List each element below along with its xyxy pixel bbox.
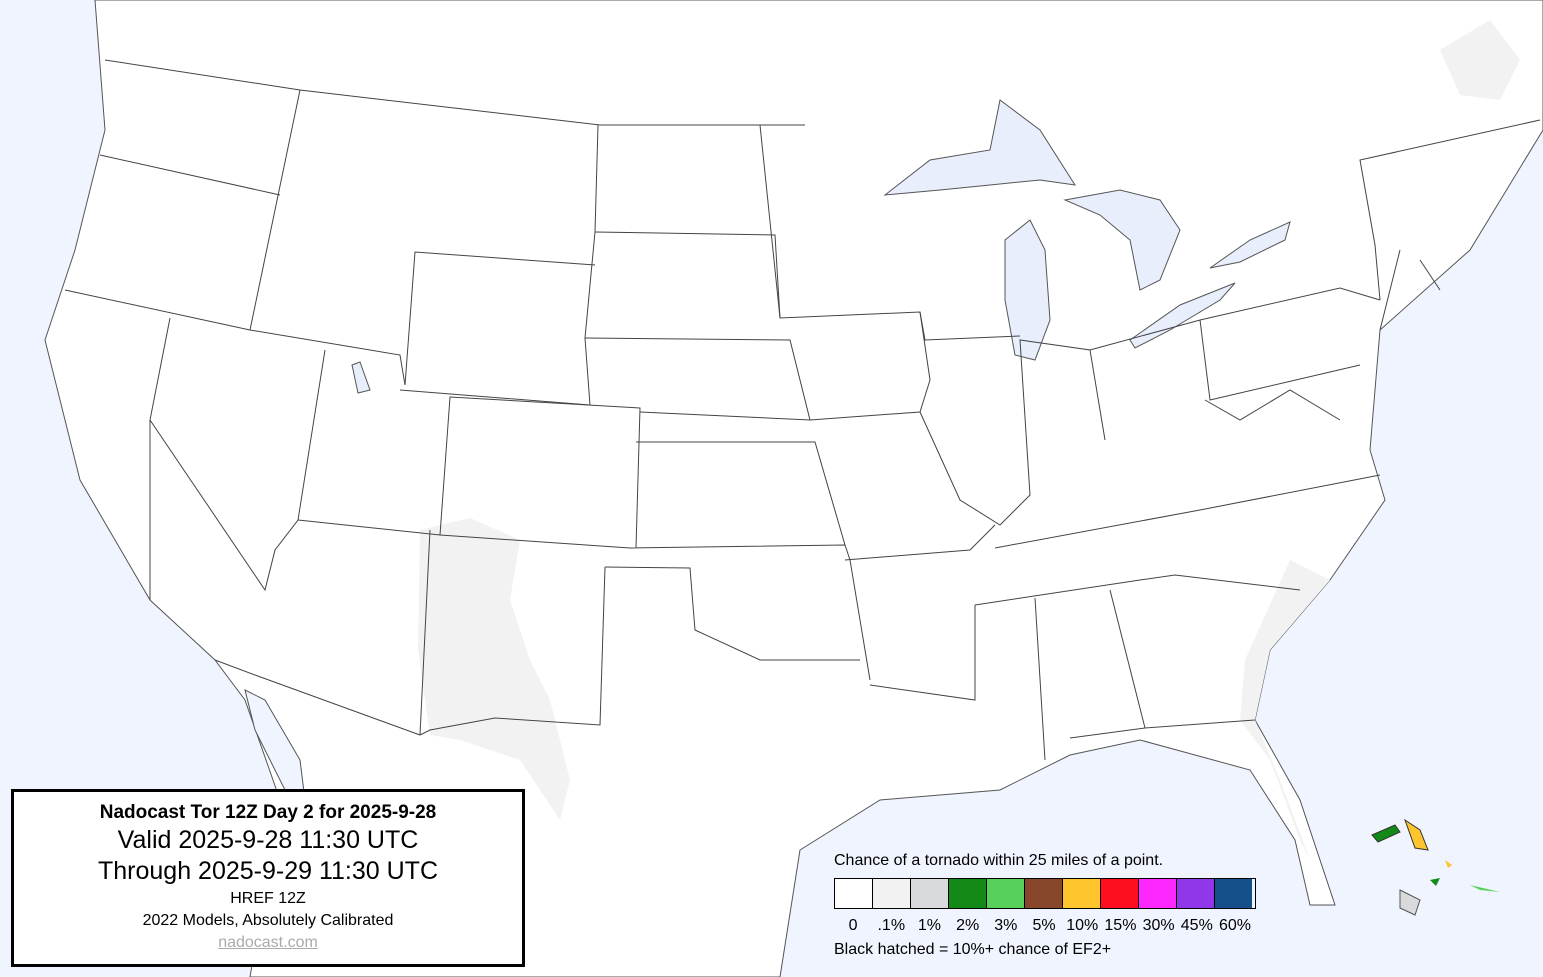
- great-salt-lake: [351, 361, 371, 394]
- legend-swatches: [834, 878, 1256, 909]
- legend-swatch: [949, 879, 987, 908]
- legend-label: 0: [848, 917, 858, 934]
- forecast-title: Nadocast Tor 12Z Day 2 for 2025-9-28: [99, 802, 437, 823]
- legend-label: 5%: [1032, 917, 1056, 934]
- legend-label: 1%: [917, 917, 942, 934]
- through-time: Through 2025-9-29 11:30 UTC: [97, 857, 438, 885]
- legend-swatch: [1063, 879, 1101, 908]
- probability-0.1pct-areas: [418, 20, 1520, 860]
- legend-label: 15%: [1104, 917, 1137, 934]
- legend-swatch: [911, 879, 949, 908]
- calibration-note: 2022 Models, Absolutely Calibrated: [142, 912, 394, 929]
- legend-label: .1%: [877, 917, 906, 934]
- legend-swatch: [1215, 879, 1252, 908]
- legend-swatch: [1177, 879, 1215, 908]
- legend-swatch: [1025, 879, 1063, 908]
- bahamas-forecast-spots: [1371, 818, 1500, 916]
- legend-swatch: [987, 879, 1025, 908]
- legend-label: 60%: [1218, 917, 1251, 934]
- legend-label: 45%: [1180, 917, 1213, 934]
- legend-label: 3%: [994, 917, 1018, 934]
- legend-swatch: [1139, 879, 1177, 908]
- legend-swatch: [835, 879, 873, 908]
- legend-swatch: [873, 879, 911, 908]
- legend-label: 10%: [1066, 917, 1099, 934]
- lake-ontario: [1209, 221, 1291, 269]
- valid-time: Valid 2025-9-28 11:30 UTC: [117, 826, 419, 854]
- legend-footnote: Black hatched = 10%+ chance of EF2+: [834, 941, 1112, 958]
- lake-superior: [883, 99, 1077, 196]
- legend-label: 2%: [956, 917, 980, 934]
- model-name: HREF 12Z: [230, 890, 306, 907]
- lake-michigan: [1004, 219, 1051, 361]
- nadocast-link[interactable]: nadocast.com: [218, 934, 318, 951]
- legend-labels: 0 .1% 1% 2% 3% 5% 10% 15% 30% 45% 60%: [834, 917, 1254, 935]
- legend-title: Chance of a tornado within 25 miles of a…: [834, 852, 1164, 869]
- probability-legend: Chance of a tornado within 25 miles of a…: [834, 852, 1256, 959]
- lake-huron: [1063, 189, 1181, 291]
- forecast-info-box: Nadocast Tor 12Z Day 2 for 2025-9-28 Val…: [11, 789, 525, 967]
- state-borders: [64, 59, 1541, 761]
- legend-label: 30%: [1142, 917, 1175, 934]
- legend-swatch: [1101, 879, 1139, 908]
